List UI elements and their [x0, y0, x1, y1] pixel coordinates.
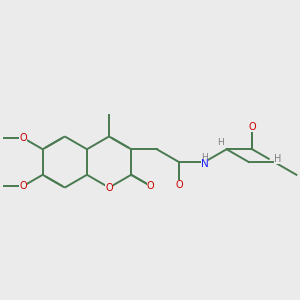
Text: O: O: [20, 181, 27, 191]
Text: H: H: [201, 153, 208, 162]
Text: O: O: [175, 179, 183, 190]
Text: O: O: [20, 133, 27, 143]
Text: O: O: [105, 183, 113, 193]
Text: H: H: [218, 138, 224, 147]
Text: H: H: [274, 154, 282, 164]
Text: O: O: [147, 181, 154, 191]
Text: O: O: [248, 122, 256, 132]
Text: N: N: [201, 159, 208, 169]
